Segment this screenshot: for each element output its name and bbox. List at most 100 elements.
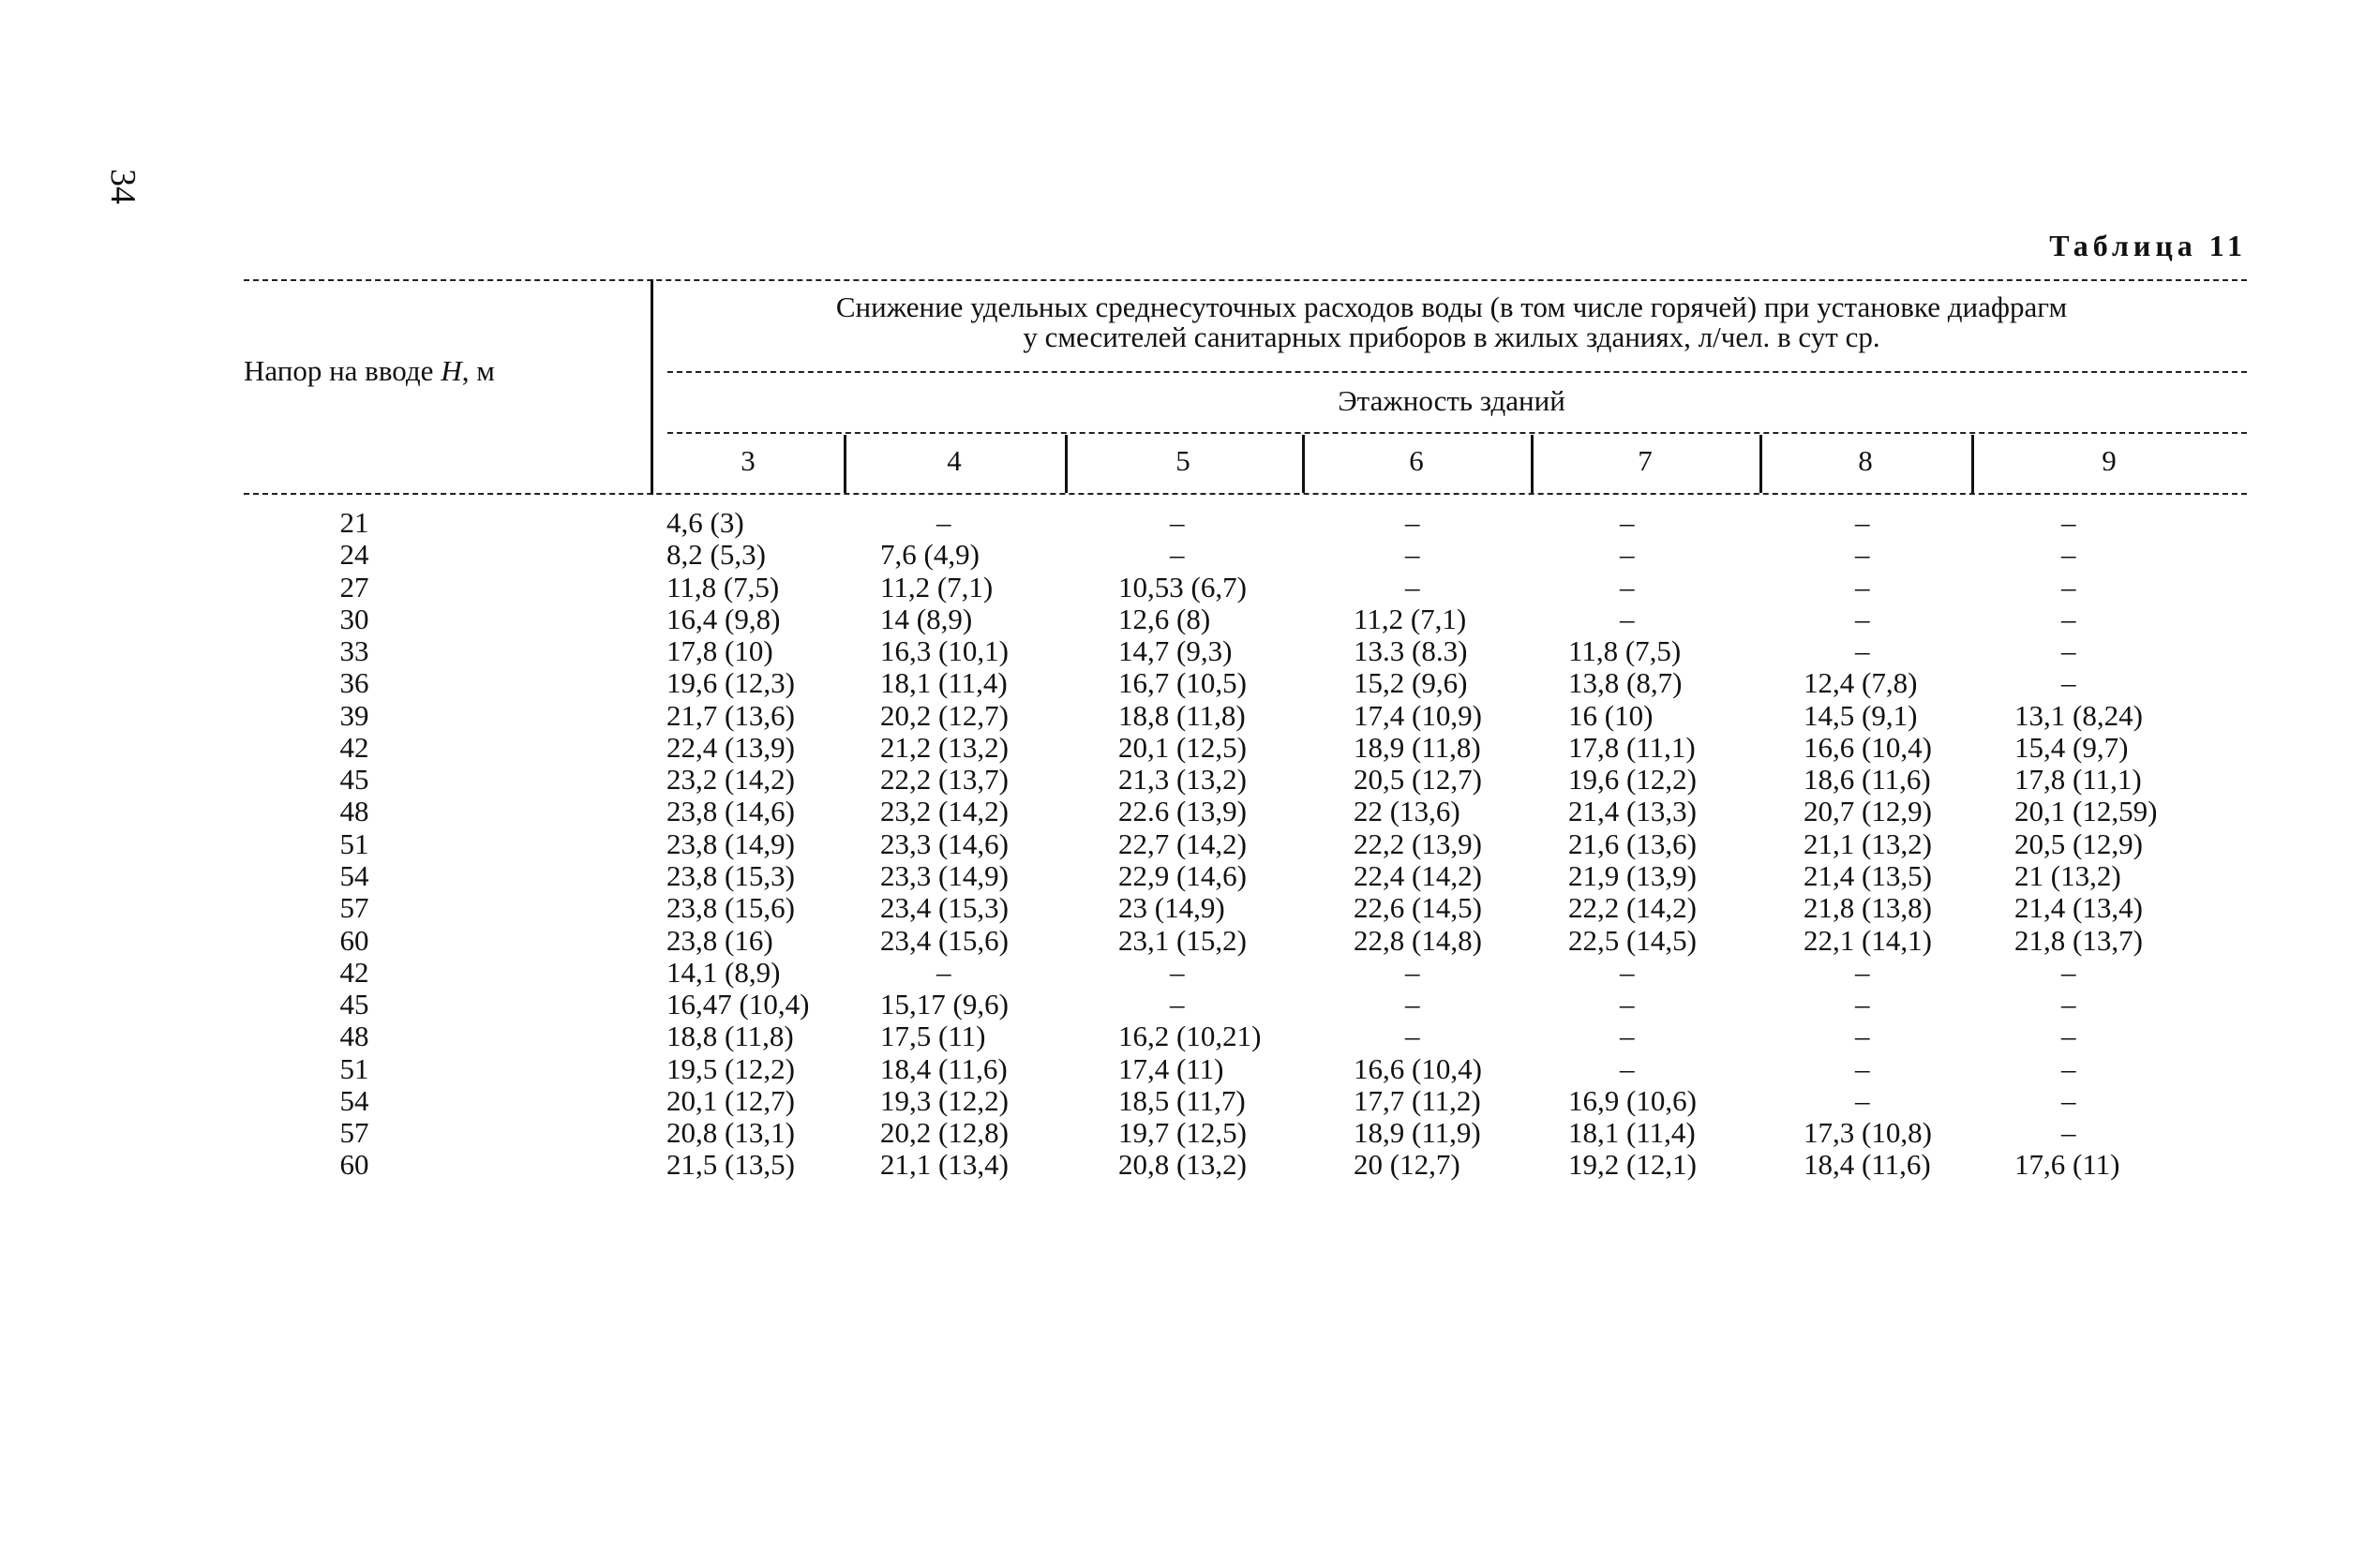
cell-value: 14,5 (9,1) xyxy=(1804,698,1918,732)
cell-value: 16,47 (10,4) xyxy=(666,988,810,1021)
cell-value: 18,9 (11,8) xyxy=(1354,730,1481,764)
cell-value: 23,8 (16) xyxy=(666,923,773,957)
cell-value: 23 (14,9) xyxy=(1118,891,1225,925)
empty-cell: – xyxy=(2061,602,2076,635)
cell-value: 19,3 (12,2) xyxy=(880,1083,1009,1117)
cell-value: 20 (12,7) xyxy=(1354,1148,1460,1182)
cell-value: 17,3 (10,8) xyxy=(1804,1116,1932,1150)
empty-cell: – xyxy=(2061,634,2076,668)
column-divider xyxy=(1759,435,1762,493)
empty-cell: – xyxy=(1170,955,1185,989)
h-column-header: Напор на вводе H, м xyxy=(244,356,495,385)
cell-value: 20,2 (12,8) xyxy=(880,1116,1009,1150)
floor-number: 4 xyxy=(947,444,962,477)
cell-value: 15,4 (9,7) xyxy=(2014,730,2129,764)
empty-cell: – xyxy=(2061,506,2076,539)
cell-value: 17,8 (11,1) xyxy=(2014,763,2142,797)
cell-value: 11,2 (7,1) xyxy=(880,570,994,603)
empty-cell: – xyxy=(2061,666,2076,700)
h-value: 45 xyxy=(339,988,369,1021)
h-value: 33 xyxy=(339,634,369,668)
empty-cell: – xyxy=(1855,506,1870,539)
cell-value: 18,8 (11,8) xyxy=(1118,698,1246,732)
cell-value: 22.6 (13,9) xyxy=(1118,795,1247,828)
empty-cell: – xyxy=(2061,538,2076,572)
cell-value: 8,2 (5,3) xyxy=(666,538,766,572)
h-value: 54 xyxy=(339,858,369,892)
page-number: 34 xyxy=(103,169,142,204)
h-value: 51 xyxy=(339,827,369,860)
cell-value: 20,1 (12,59) xyxy=(2014,795,2158,828)
cell-value: 16,7 (10,5) xyxy=(1118,666,1247,700)
h-value: 57 xyxy=(339,1116,369,1150)
floors-label: Этажность зданий xyxy=(1338,384,1565,417)
empty-cell: – xyxy=(2061,1116,2076,1150)
column-divider xyxy=(1971,435,1974,493)
rule xyxy=(244,279,2247,281)
cell-value: 23,8 (15,6) xyxy=(666,891,795,925)
cell-value: 16,3 (10,1) xyxy=(880,634,1009,668)
rule xyxy=(244,493,2247,495)
cell-value: 22,5 (14,5) xyxy=(1568,923,1697,957)
h-value: 21 xyxy=(339,506,369,539)
cell-value: 17,7 (11,2) xyxy=(1354,1083,1481,1117)
cell-value: 23,1 (15,2) xyxy=(1118,923,1247,957)
cell-value: 23,8 (15,3) xyxy=(666,858,795,892)
cell-value: 22,7 (14,2) xyxy=(1118,827,1247,860)
h-value: 24 xyxy=(339,538,369,572)
empty-cell: – xyxy=(1855,570,1870,603)
empty-cell: – xyxy=(1855,1083,1870,1117)
cell-value: 10,53 (6,7) xyxy=(1118,570,1247,603)
cell-value: 20,7 (12,9) xyxy=(1804,795,1932,828)
empty-cell: – xyxy=(1855,1051,1870,1085)
empty-cell: – xyxy=(1405,538,1420,572)
cell-value: 22,4 (13,9) xyxy=(666,730,795,764)
empty-cell: – xyxy=(1405,506,1420,539)
empty-cell: – xyxy=(1855,538,1870,572)
empty-cell: – xyxy=(1405,1020,1420,1053)
empty-cell: – xyxy=(2061,1051,2076,1085)
floor-number: 5 xyxy=(1175,444,1190,477)
empty-cell: – xyxy=(1620,602,1635,635)
table-title: Таблица 11 xyxy=(2049,229,2247,262)
cell-value: 21,9 (13,9) xyxy=(1568,858,1697,892)
header-text: Напор на вводе xyxy=(244,354,434,387)
floor-number: 3 xyxy=(741,444,756,477)
cell-value: 20,1 (12,5) xyxy=(1118,730,1247,764)
cell-value: 23,3 (14,9) xyxy=(880,858,1009,892)
cell-value: 18,1 (11,4) xyxy=(880,666,1008,700)
cell-value: 17,4 (11) xyxy=(1118,1051,1224,1085)
cell-value: 11,2 (7,1) xyxy=(1354,602,1467,635)
cell-value: 21,4 (13,4) xyxy=(2014,891,2143,925)
empty-cell: – xyxy=(1620,988,1635,1021)
header-variable: H xyxy=(441,354,462,387)
cell-value: 4,6 (3) xyxy=(666,506,744,539)
h-value: 57 xyxy=(339,891,369,925)
cell-value: 23,8 (14,9) xyxy=(666,827,795,860)
empty-cell: – xyxy=(1405,570,1420,603)
cell-value: 21,1 (13,4) xyxy=(880,1148,1009,1182)
cell-value: 18,4 (11,6) xyxy=(880,1051,1008,1085)
cell-value: 17,4 (10,9) xyxy=(1354,698,1482,732)
empty-cell: – xyxy=(1170,988,1185,1021)
cell-value: 18,8 (11,8) xyxy=(666,1020,794,1053)
header-text: , м xyxy=(461,354,495,387)
cell-value: 11,8 (7,5) xyxy=(666,570,780,603)
empty-cell: – xyxy=(1620,570,1635,603)
cell-value: 23,8 (14,6) xyxy=(666,795,795,828)
column-divider xyxy=(844,435,846,493)
h-value: 48 xyxy=(339,1020,369,1053)
cell-value: 19,7 (12,5) xyxy=(1118,1116,1247,1150)
empty-cell: – xyxy=(1620,955,1635,989)
cell-value: 21,3 (13,2) xyxy=(1118,763,1247,797)
cell-value: 17,8 (11,1) xyxy=(1568,730,1696,764)
cell-value: 20,2 (12,7) xyxy=(880,698,1009,732)
empty-cell: – xyxy=(1620,506,1635,539)
column-divider xyxy=(1302,435,1305,493)
column-divider xyxy=(1065,435,1068,493)
cell-value: 13,1 (8,24) xyxy=(2014,698,2143,732)
cell-value: 17,8 (10) xyxy=(666,634,773,668)
cell-value: 21,8 (13,7) xyxy=(2014,923,2143,957)
h-value: 27 xyxy=(339,570,369,603)
cell-value: 19,5 (12,2) xyxy=(666,1051,795,1085)
